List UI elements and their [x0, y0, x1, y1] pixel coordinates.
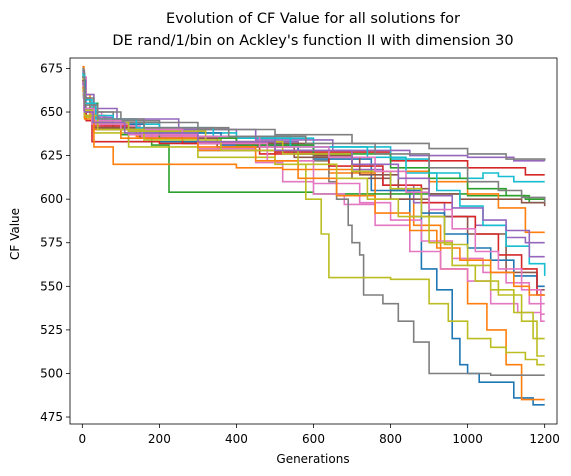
- y-tick-label: 550: [40, 279, 63, 293]
- x-tick-label: 1200: [529, 432, 560, 446]
- x-tick-label: 1000: [452, 432, 483, 446]
- x-axis: 0 200 400 600 800 1000 1200: [79, 424, 560, 446]
- y-tick-label: 600: [40, 192, 63, 206]
- y-tick-label: 475: [40, 410, 63, 424]
- y-tick-label: 625: [40, 149, 63, 163]
- series-line-19: [82, 78, 545, 340]
- y-axis-label: CF Value: [8, 208, 22, 260]
- y-tick-label: 675: [40, 61, 63, 75]
- series-line-14: [82, 81, 545, 296]
- y-tick-label: 500: [40, 366, 63, 380]
- series-line-21: [82, 81, 545, 322]
- y-tick-label: 525: [40, 323, 63, 337]
- y-axis: 475 500 525 550 575 600 625 650 675: [40, 61, 70, 424]
- series-layer: [82, 65, 546, 406]
- chart-title-line-2: DE rand/1/bin on Ackley's function II wi…: [112, 33, 513, 49]
- y-tick-label: 650: [40, 105, 63, 119]
- x-tick-label: 800: [379, 432, 402, 446]
- x-tick-label: 600: [302, 432, 325, 446]
- series-line-24: [82, 83, 545, 258]
- x-tick-label: 200: [148, 432, 171, 446]
- series-line-25: [82, 76, 546, 203]
- x-axis-label: Generations: [276, 452, 349, 466]
- plot-frame: [69, 57, 558, 425]
- x-tick-label: 0: [79, 432, 87, 446]
- x-tick-label: 400: [225, 432, 248, 446]
- series-line-23: [82, 88, 545, 357]
- chart-title-line-1: Evolution of CF Value for all solutions …: [166, 11, 460, 27]
- y-tick-label: 575: [40, 236, 63, 250]
- series-line-9: [82, 93, 545, 366]
- series-line-15: [82, 71, 545, 162]
